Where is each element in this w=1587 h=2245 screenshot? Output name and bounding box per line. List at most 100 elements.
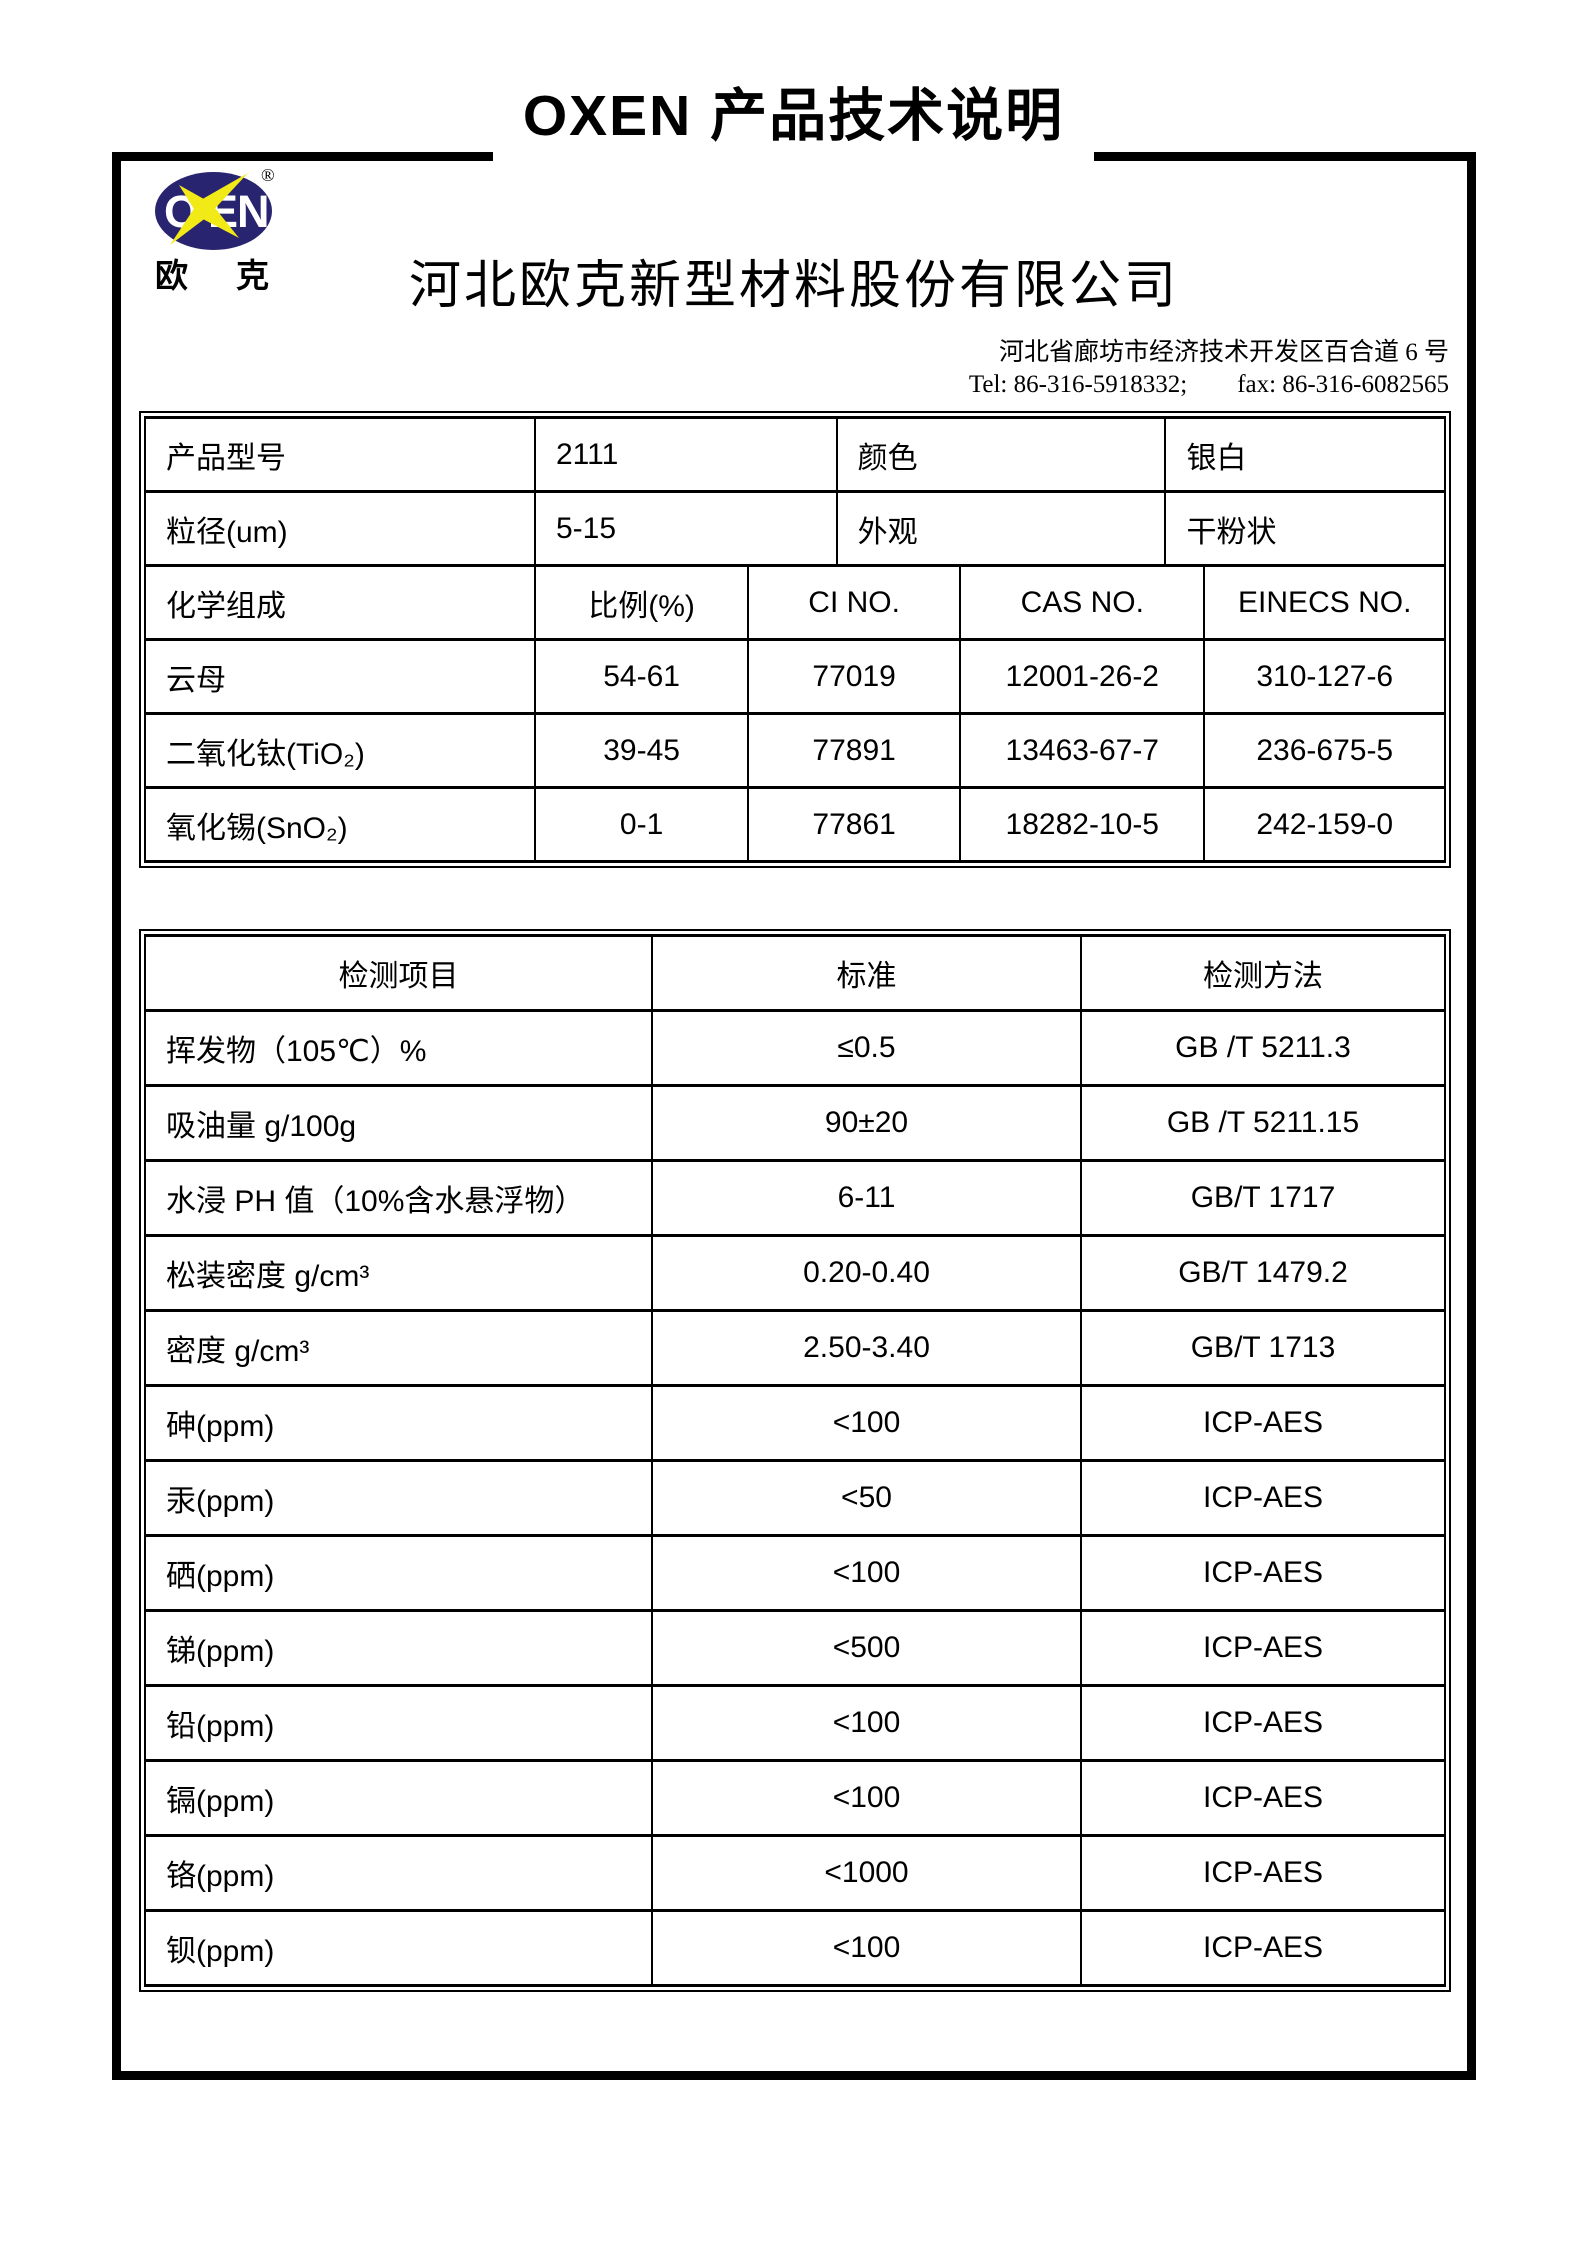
oxen-logo-icon: O EN: [155, 172, 272, 250]
table-row: 吸油量 g/100g 90±20 GB /T 5211.15: [144, 1084, 1446, 1162]
table-cell: 粒径(um): [144, 490, 536, 567]
logo-star-arm-short: [179, 185, 239, 238]
column-header: 化学组成: [144, 567, 536, 641]
table-cell: 水浸 PH 值（10%含水悬浮物）: [144, 1159, 653, 1237]
table-cell: 干粉状: [1164, 490, 1446, 567]
product-basic-table: 产品型号 2111 颜色 银白 粒径(um) 5-15 外观 干粉状: [144, 416, 1446, 567]
table-cell: 钡(ppm): [144, 1909, 653, 1987]
table-cell: 0.20-0.40: [651, 1234, 1082, 1312]
table-cell: <1000: [651, 1834, 1082, 1912]
table-cell: 77019: [747, 639, 962, 715]
column-header: CAS NO.: [959, 567, 1206, 641]
test-table: 检测项目 标准 检测方法 挥发物（105℃）% ≤0.5 GB /T 5211.…: [144, 934, 1446, 1987]
table-cell: 云母: [144, 639, 536, 715]
table-cell: 242-159-0: [1203, 787, 1446, 863]
table-cell: 铅(ppm): [144, 1684, 653, 1762]
table-row: 铬(ppm) <1000 ICP-AES: [144, 1834, 1446, 1912]
table-row: 密度 g/cm³ 2.50-3.40 GB/T 1713: [144, 1309, 1446, 1387]
table-cell: 氧化锡(SnO₂): [144, 787, 536, 863]
table-cell: ICP-AES: [1080, 1909, 1446, 1987]
table-cell: <100: [651, 1684, 1082, 1762]
table-row: 二氧化钛(TiO₂) 39-45 77891 13463-67-7 236-67…: [144, 713, 1446, 789]
table-cell: GB/T 1717: [1080, 1159, 1446, 1237]
table-cell: ICP-AES: [1080, 1759, 1446, 1837]
table-cell: GB/T 1713: [1080, 1309, 1446, 1387]
table-cell: <100: [651, 1909, 1082, 1987]
table-cell: 39-45: [533, 713, 750, 789]
table-cell: ICP-AES: [1080, 1684, 1446, 1762]
table-row: 铅(ppm) <100 ICP-AES: [144, 1684, 1446, 1762]
table-cell: ICP-AES: [1080, 1459, 1446, 1537]
table-cell: 77891: [747, 713, 962, 789]
table-cell: 吸油量 g/100g: [144, 1084, 653, 1162]
composition-table: 化学组成 比例(%) CI NO. CAS NO. EINECS NO. 云母 …: [144, 567, 1446, 863]
page-frame: O EN ® 欧 克 河北欧克新型材料股份有限公司 河北省廊坊市经济技术开发区百…: [112, 152, 1476, 2080]
column-header: 标准: [651, 934, 1082, 1012]
table-cell: <100: [651, 1759, 1082, 1837]
table-cell: 5-15: [534, 490, 838, 567]
table-cell: 13463-67-7: [959, 713, 1206, 789]
table-cell: 2.50-3.40: [651, 1309, 1082, 1387]
table-cell: GB/T 1479.2: [1080, 1234, 1446, 1312]
logo-cn-left: 欧: [155, 257, 188, 294]
table-cell: GB /T 5211.3: [1080, 1009, 1446, 1087]
table-row: 氧化锡(SnO₂) 0-1 77861 18282-10-5 242-159-0: [144, 787, 1446, 863]
table-cell: 松装密度 g/cm³: [144, 1234, 653, 1312]
table-cell: <100: [651, 1534, 1082, 1612]
logo-cn-right: 克: [236, 257, 269, 294]
table-cell: 0-1: [533, 787, 750, 863]
company-logo: O EN ® 欧 克: [155, 165, 315, 292]
test-items-table: 检测项目 标准 检测方法 挥发物（105℃）% ≤0.5 GB /T 5211.…: [139, 929, 1451, 1992]
table-row: 水浸 PH 值（10%含水悬浮物） 6-11 GB/T 1717: [144, 1159, 1446, 1237]
table-cell: <50: [651, 1459, 1082, 1537]
table-row: 产品型号 2111 颜色 银白: [144, 416, 1446, 493]
table-cell: 外观: [835, 490, 1167, 567]
table-row: 镉(ppm) <100 ICP-AES: [144, 1759, 1446, 1837]
table-cell: ICP-AES: [1080, 1534, 1446, 1612]
page-title-text: OXEN 产品技术说明: [492, 76, 1095, 162]
table-cell: ≤0.5: [651, 1009, 1082, 1087]
table-cell: 银白: [1164, 416, 1446, 493]
table-cell: 二氧化钛(TiO₂): [144, 713, 536, 789]
table-cell: 砷(ppm): [144, 1384, 653, 1462]
table-row: 钡(ppm) <100 ICP-AES: [144, 1909, 1446, 1987]
table-cell: 12001-26-2: [959, 639, 1206, 715]
column-header: 检测方法: [1080, 934, 1446, 1012]
company-name: 河北欧克新型材料股份有限公司: [408, 258, 1179, 315]
table-row: 松装密度 g/cm³ 0.20-0.40 GB/T 1479.2: [144, 1234, 1446, 1312]
table-row: 化学组成 比例(%) CI NO. CAS NO. EINECS NO.: [144, 567, 1446, 641]
contact-block: 河北省廊坊市经济技术开发区百合道 6 号 Tel: 86-316-5918332…: [969, 337, 1449, 401]
table-cell: 310-127-6: [1203, 639, 1446, 715]
table-cell: 汞(ppm): [144, 1459, 653, 1537]
table-cell: 18282-10-5: [959, 787, 1206, 863]
table-cell: 2111: [534, 416, 838, 493]
logo-chinese-name: 欧 克: [155, 259, 269, 292]
table-cell: 产品型号: [144, 416, 536, 493]
table-cell: ICP-AES: [1080, 1609, 1446, 1687]
table-cell: 镉(ppm): [144, 1759, 653, 1837]
table-row: 锑(ppm) <500 ICP-AES: [144, 1609, 1446, 1687]
table-cell: 77861: [747, 787, 962, 863]
table-cell: 密度 g/cm³: [144, 1309, 653, 1387]
table-row: 粒径(um) 5-15 外观 干粉状: [144, 490, 1446, 567]
table-cell: <500: [651, 1609, 1082, 1687]
table-cell: 铬(ppm): [144, 1834, 653, 1912]
table-cell: GB /T 5211.15: [1080, 1084, 1446, 1162]
table-cell: ICP-AES: [1080, 1384, 1446, 1462]
table-cell: 54-61: [533, 639, 750, 715]
table-cell: 颜色: [835, 416, 1167, 493]
company-tel-fax: Tel: 86-316-5918332; fax: 86-316-6082565: [968, 371, 1449, 398]
table-row: 云母 54-61 77019 12001-26-2 310-127-6: [144, 639, 1446, 715]
table-row: 挥发物（105℃）% ≤0.5 GB /T 5211.3: [144, 1009, 1446, 1087]
column-header: 比例(%): [533, 567, 750, 641]
table-cell: 锑(ppm): [144, 1609, 653, 1687]
table-row: 砷(ppm) <100 ICP-AES: [144, 1384, 1446, 1462]
table-row: 汞(ppm) <50 ICP-AES: [144, 1459, 1446, 1537]
product-spec-table: 产品型号 2111 颜色 银白 粒径(um) 5-15 外观 干粉状 化学组成 …: [139, 411, 1451, 868]
table-cell: ICP-AES: [1080, 1834, 1446, 1912]
table-cell: 6-11: [651, 1159, 1082, 1237]
table-cell: 硒(ppm): [144, 1534, 653, 1612]
table-cell: 236-675-5: [1203, 713, 1446, 789]
column-header: EINECS NO.: [1203, 567, 1446, 641]
